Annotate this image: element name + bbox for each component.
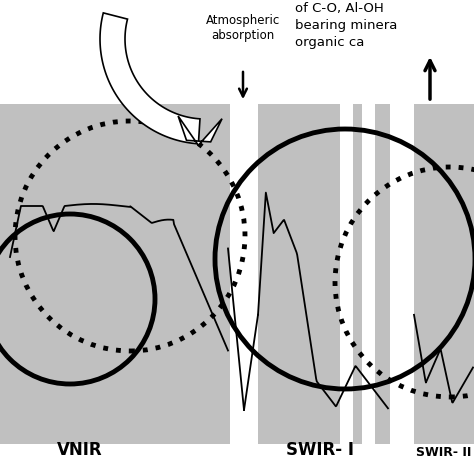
Bar	[340, 104, 353, 444]
Text: VNIR: VNIR	[57, 441, 103, 459]
PathPatch shape	[178, 116, 222, 146]
Bar	[414, 104, 474, 444]
Text: Atmospheric
absorption: Atmospheric absorption	[206, 14, 280, 42]
Bar	[258, 104, 390, 444]
PathPatch shape	[100, 13, 200, 144]
Text: SWIR- I: SWIR- I	[286, 441, 354, 459]
Text: SWIR- II: SWIR- II	[416, 446, 472, 459]
Text: bearing minera: bearing minera	[295, 19, 397, 32]
Bar	[362, 104, 375, 444]
Bar	[0, 104, 230, 444]
Text: organic ca: organic ca	[295, 36, 365, 49]
Text: of C-O, Al-OH: of C-O, Al-OH	[295, 2, 384, 15]
